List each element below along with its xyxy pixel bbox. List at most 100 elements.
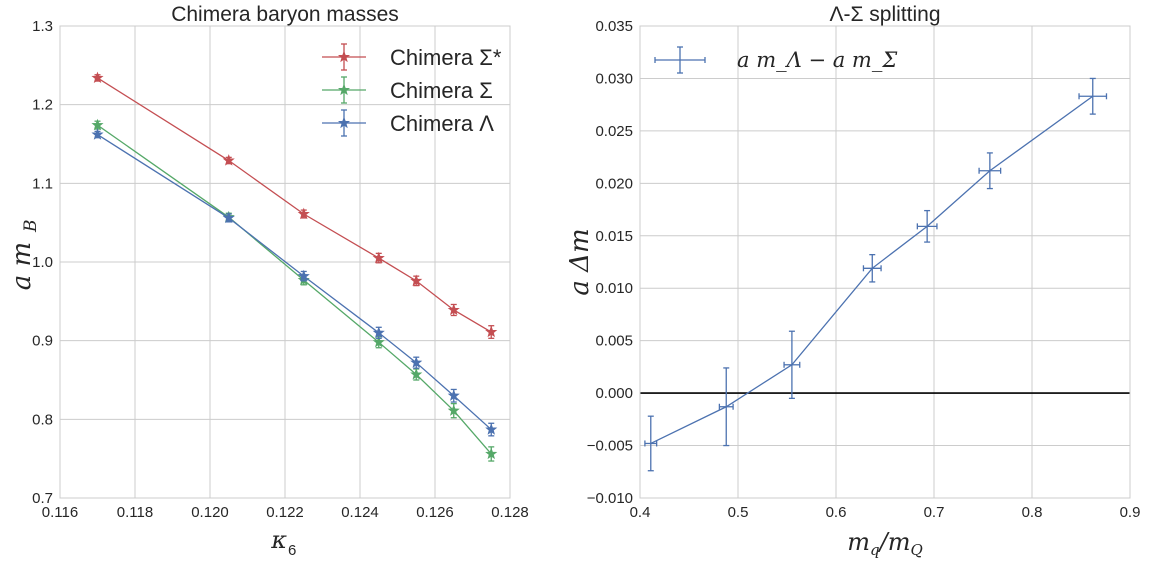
svg-text:B: B <box>21 220 41 234</box>
data-point <box>297 207 310 220</box>
star-marker <box>485 423 498 435</box>
data-point <box>91 118 104 131</box>
star-marker <box>447 404 460 416</box>
star-marker <box>222 211 235 224</box>
x-tick-label: 0.116 <box>42 504 78 521</box>
data-point <box>485 422 498 437</box>
star-marker <box>447 389 460 401</box>
star-marker <box>485 447 498 460</box>
x-tick-label: 0.7 <box>924 504 945 521</box>
data-point <box>222 154 235 166</box>
right-title: Λ-Σ splitting <box>829 3 940 26</box>
legend-star-marker <box>337 50 351 63</box>
svg-text:6: 6 <box>288 542 296 559</box>
star-marker <box>410 368 423 380</box>
x-tick-label: 0.4 <box>630 504 651 521</box>
left-marks <box>91 71 498 462</box>
right-panel: 0.4 0.5 0.6 0.7 0.8 0.9 −0.010 −0.005 0.000 0.005… <box>565 3 1140 559</box>
star-marker <box>297 207 310 220</box>
data-point <box>372 251 385 264</box>
series-line <box>97 124 492 455</box>
legend-star-marker <box>337 83 351 96</box>
y-tick-label: 1.1 <box>32 175 53 192</box>
legend-entry: Chimera Σ* <box>322 43 502 71</box>
star-marker <box>485 325 498 338</box>
left-plot-frame <box>59 25 511 499</box>
data-point <box>978 152 1002 190</box>
data-point <box>485 446 498 462</box>
y-tick-label: 0.7 <box>32 490 53 507</box>
star-marker <box>222 154 235 166</box>
data-point <box>91 128 104 140</box>
data-point <box>1078 77 1108 115</box>
data-point <box>447 402 460 419</box>
y-tick-label: 1.2 <box>32 97 53 114</box>
data-point <box>783 330 801 400</box>
x-tick-label: 0.8 <box>1022 504 1043 521</box>
legend-entry: Chimera Σ <box>322 76 493 104</box>
data-point <box>644 415 658 472</box>
left-title: Chimera baryon masses <box>171 3 399 26</box>
star-marker <box>91 118 104 131</box>
y-tick-label: 0.9 <box>32 333 53 350</box>
data-point <box>862 254 882 283</box>
data-point <box>916 209 938 243</box>
right-tick-labels: 0.4 0.5 0.6 0.7 0.8 0.9 −0.010 −0.005 0.000 0.005… <box>587 18 1141 521</box>
x-tick-label: 0.9 <box>1120 504 1141 521</box>
right-grid <box>639 25 1131 499</box>
data-point <box>410 368 423 381</box>
svg-text:a m: a m <box>7 242 37 290</box>
right-legend: a m_Λ − a m_Σ <box>654 46 897 74</box>
data-point <box>718 367 734 447</box>
series-line <box>97 134 492 431</box>
right-plot-frame <box>639 25 1131 499</box>
data-point <box>297 269 310 282</box>
y-tick-label: 0.015 <box>595 228 633 245</box>
data-point <box>222 211 235 224</box>
y-tick-label: 1.3 <box>32 18 53 35</box>
y-tick-label: 0.030 <box>595 70 633 87</box>
x-tick-label: 0.120 <box>191 504 229 521</box>
x-tick-label: 0.5 <box>728 504 749 521</box>
y-tick-label: 0.010 <box>595 280 633 297</box>
y-tick-label: −0.010 <box>587 490 633 507</box>
y-tick-label: −0.005 <box>587 438 633 455</box>
data-point <box>447 388 460 403</box>
x-tick-label: 0.128 <box>491 504 529 521</box>
star-marker <box>372 251 385 264</box>
star-marker <box>297 269 310 282</box>
left-y-axis-label: a m B <box>7 220 41 291</box>
right-y-axis-label: a Δm <box>565 228 595 295</box>
y-tick-label: 0.020 <box>595 175 633 192</box>
left-legend: Chimera Σ* Chimera Σ Chimera Λ <box>322 43 502 137</box>
svg-text:a Δm: a Δm <box>565 228 595 295</box>
y-tick-label: 0.000 <box>595 385 633 402</box>
star-marker <box>91 71 104 84</box>
legend-label: Chimera Λ <box>390 111 494 136</box>
legend-star-marker <box>337 116 351 129</box>
data-point <box>447 303 460 317</box>
x-tick-label: 0.6 <box>826 504 847 521</box>
data-point <box>372 326 385 339</box>
x-tick-label: 0.124 <box>341 504 379 521</box>
data-point <box>91 71 104 84</box>
y-tick-label: 0.005 <box>595 333 633 350</box>
star-marker <box>410 356 423 368</box>
svg-text:κ: κ <box>270 526 287 554</box>
y-tick-label: 0.035 <box>595 18 633 35</box>
y-tick-label: 0.8 <box>32 411 53 428</box>
star-marker <box>372 335 385 348</box>
left-x-axis-label: κ 6 <box>270 526 296 559</box>
right-marks <box>644 77 1108 472</box>
legend-entry: Chimera Λ <box>322 109 494 137</box>
data-point <box>410 274 423 287</box>
x-tick-label: 0.126 <box>416 504 454 521</box>
y-tick-label: 1.0 <box>32 254 53 271</box>
left-panel: 0.116 0.118 0.120 0.122 0.124 0.126 0.128 0.7 0.… <box>7 3 529 559</box>
star-marker <box>372 326 385 338</box>
legend-entry: a m_Λ − a m_Σ <box>654 46 897 74</box>
legend-label: Chimera Σ <box>390 78 493 103</box>
data-point <box>485 325 498 339</box>
star-marker <box>91 128 104 140</box>
